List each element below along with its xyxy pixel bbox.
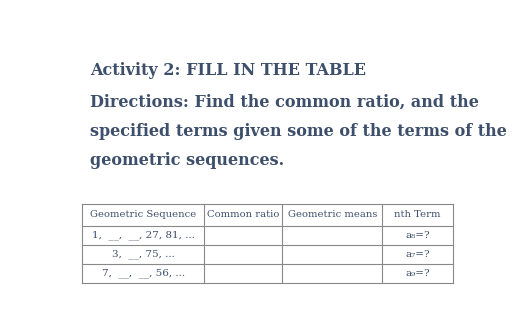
Text: geometric sequences.: geometric sequences.: [90, 153, 284, 169]
Text: Directions: Find the common ratio, and the: Directions: Find the common ratio, and t…: [90, 94, 479, 111]
Text: a₇=?: a₇=?: [405, 250, 430, 259]
Text: Activity 2: FILL IN THE TABLE: Activity 2: FILL IN THE TABLE: [90, 62, 366, 79]
Text: Common ratio: Common ratio: [207, 210, 279, 219]
Text: a₈=?: a₈=?: [405, 231, 430, 240]
Text: 7,  __,  __, 56, ...: 7, __, __, 56, ...: [102, 268, 185, 278]
Text: specified terms given some of the terms of the: specified terms given some of the terms …: [90, 123, 507, 140]
Text: Geometric Sequence: Geometric Sequence: [90, 210, 196, 219]
Text: Geometric means: Geometric means: [288, 210, 377, 219]
Text: 3,  __, 75, ...: 3, __, 75, ...: [112, 249, 175, 259]
Text: 1,  __,  __, 27, 81, ...: 1, __, __, 27, 81, ...: [92, 230, 195, 240]
Text: a₉=?: a₉=?: [405, 269, 430, 278]
Text: nth Term: nth Term: [394, 210, 441, 219]
